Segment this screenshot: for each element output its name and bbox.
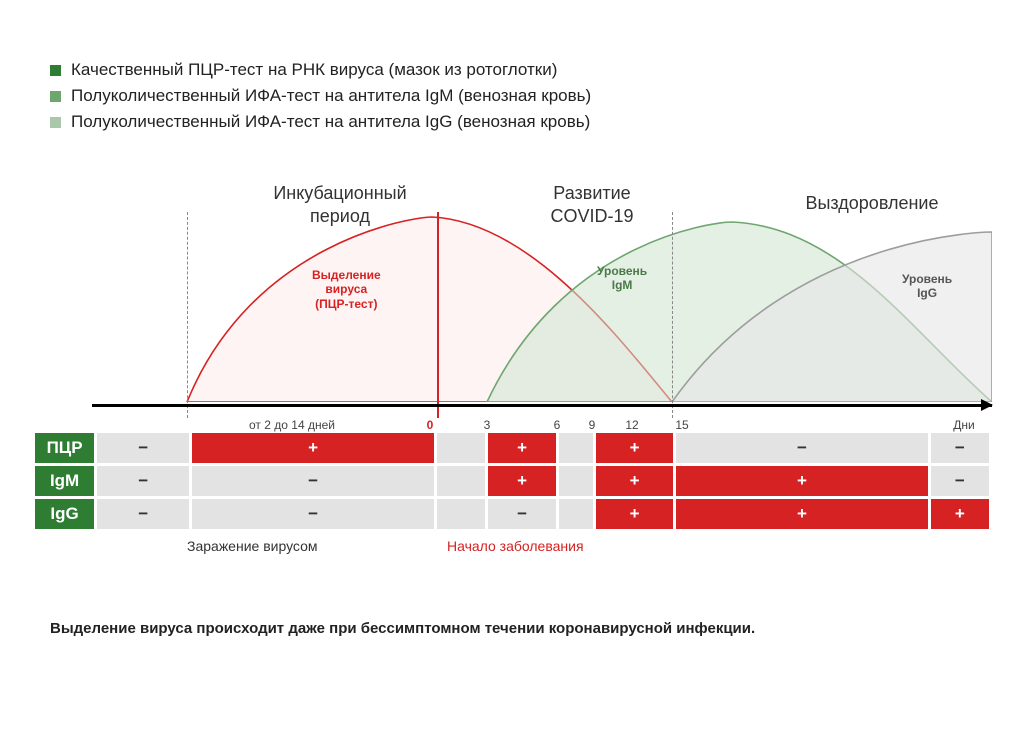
below-labels: Заражение вирусом Начало заболевания <box>32 538 992 560</box>
result-cell: − <box>488 499 556 529</box>
curve-label-pcr: Выделениевируса(ПЦР-тест) <box>312 268 381 311</box>
axis-tick: 0 <box>427 418 434 432</box>
timeline-chart: ИнкубационныйпериодРазвитиеCOVID-19Выздо… <box>32 182 992 432</box>
vertical-line <box>437 212 439 418</box>
result-cell: − <box>97 433 189 463</box>
curves-svg <box>32 212 992 402</box>
result-cell: + <box>488 466 556 496</box>
x-axis-arrow <box>92 404 992 407</box>
vertical-line <box>187 212 188 418</box>
legend-text: Полуколичественный ИФА-тест на антитела … <box>71 86 591 106</box>
result-cell <box>437 466 485 496</box>
result-cell: − <box>97 466 189 496</box>
table-row: IgM−−+++− <box>35 466 989 496</box>
curve-label-igg: УровеньIgG <box>902 272 952 301</box>
footnote: Выделение вируса происходит даже при бес… <box>50 620 994 637</box>
result-cell <box>437 499 485 529</box>
result-cell: + <box>931 499 989 529</box>
result-cell: + <box>676 499 927 529</box>
onset-label: Начало заболевания <box>447 538 584 554</box>
legend: Качественный ПЦР-тест на РНК вируса (маз… <box>50 60 994 132</box>
row-header: IgM <box>35 466 94 496</box>
results-table: ПЦР−+++−−IgM−−+++−IgG−−−+++ <box>32 430 992 532</box>
result-cell: + <box>676 466 927 496</box>
result-cell: − <box>931 433 989 463</box>
axis-tick: 15 <box>675 418 688 432</box>
row-header: IgG <box>35 499 94 529</box>
axis-tick: 3 <box>484 418 491 432</box>
legend-text: Полуколичественный ИФА-тест на антитела … <box>71 112 590 132</box>
result-cell: − <box>931 466 989 496</box>
axis-tick: 6 <box>554 418 561 432</box>
result-cell: + <box>488 433 556 463</box>
curve-label-igm: УровеньIgM <box>597 264 647 293</box>
row-header: ПЦР <box>35 433 94 463</box>
result-cell: − <box>676 433 927 463</box>
infection-label: Заражение вирусом <box>187 538 318 554</box>
table-row: IgG−−−+++ <box>35 499 989 529</box>
axis-tick: 9 <box>589 418 596 432</box>
axis-tick: 12 <box>625 418 638 432</box>
result-cell: + <box>596 466 674 496</box>
result-cell: + <box>596 433 674 463</box>
result-cell: − <box>97 499 189 529</box>
legend-marker <box>50 117 61 128</box>
legend-marker <box>50 91 61 102</box>
legend-marker <box>50 65 61 76</box>
result-cell <box>559 499 593 529</box>
legend-item-igm: Полуколичественный ИФА-тест на антитела … <box>50 86 994 106</box>
result-cell <box>559 433 593 463</box>
vertical-line <box>672 212 673 418</box>
axis-tick: от 2 до 14 дней <box>249 418 335 432</box>
table-row: ПЦР−+++−− <box>35 433 989 463</box>
axis-tick: Дни <box>953 418 974 432</box>
legend-item-pcr: Качественный ПЦР-тест на РНК вируса (маз… <box>50 60 994 80</box>
result-cell: − <box>192 466 434 496</box>
result-cell <box>559 466 593 496</box>
result-cell <box>437 433 485 463</box>
result-cell: − <box>192 499 434 529</box>
legend-item-igg: Полуколичественный ИФА-тест на антитела … <box>50 112 994 132</box>
result-cell: + <box>192 433 434 463</box>
result-cell: + <box>596 499 674 529</box>
legend-text: Качественный ПЦР-тест на РНК вируса (маз… <box>71 60 557 80</box>
